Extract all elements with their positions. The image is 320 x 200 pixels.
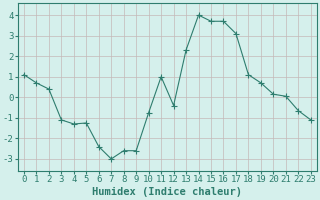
X-axis label: Humidex (Indice chaleur): Humidex (Indice chaleur) [92, 187, 242, 197]
